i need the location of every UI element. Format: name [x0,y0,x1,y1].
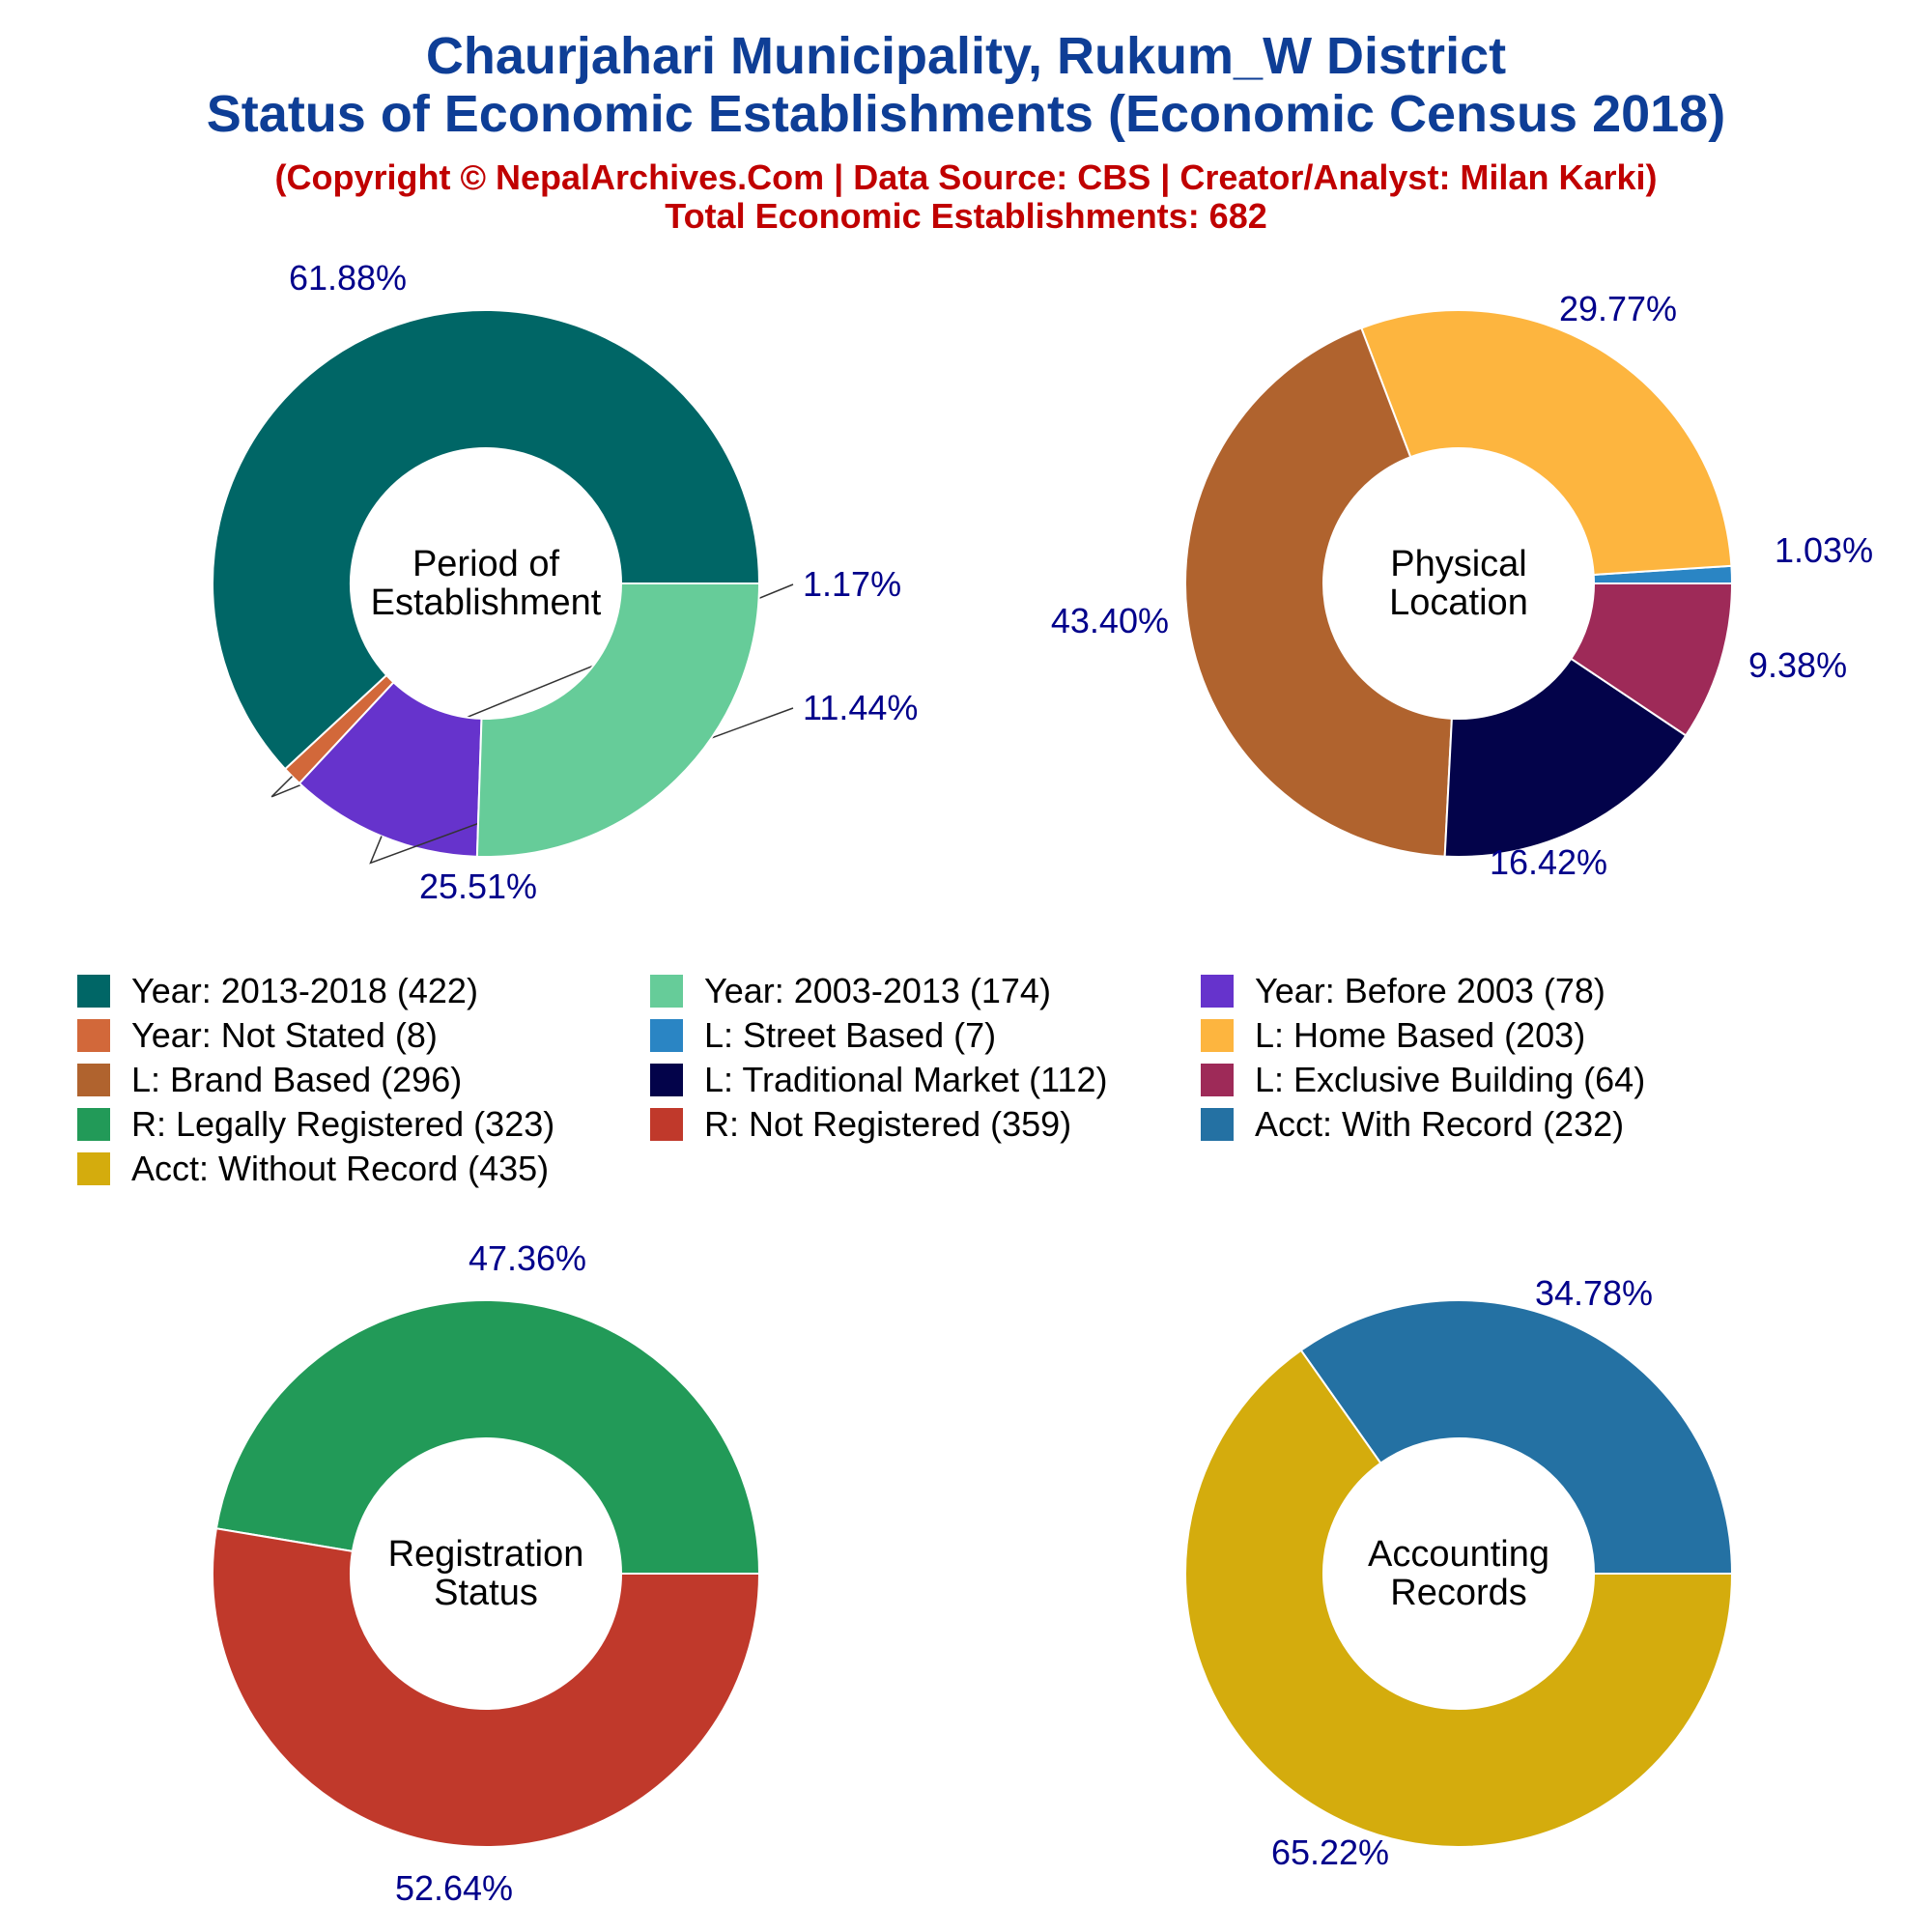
legend-swatch [1201,975,1234,1008]
legend-swatch [1201,1108,1234,1141]
slice-year-2003-2013 [475,582,761,858]
center-label: Location [1389,582,1528,623]
legend-swatch [1201,1064,1234,1096]
slice-acct-without-record [1184,1349,1734,1848]
slice-l-brand-based [1184,327,1453,858]
percent-label: 43.40% [1051,601,1169,640]
slice-l-traditional-market [1443,657,1688,858]
slice-l-home-based [1359,309,1733,577]
percent-label: 52.64% [395,1868,513,1908]
legend-label: L: Exclusive Building (64) [1255,1060,1646,1099]
center-label: Physical [1390,544,1527,584]
legend-swatch [650,1108,683,1141]
legend-item: Year: Not Stated (8) [77,1014,438,1057]
chart-title-line1: Chaurjahari Municipality, Rukum_W Distri… [425,27,1507,85]
legend-label: R: Not Registered (359) [704,1104,1072,1144]
legend-item: R: Legally Registered (323) [77,1103,554,1146]
legend-swatch [77,975,110,1008]
legend-label: Acct: Without Record (435) [131,1149,550,1188]
legend-item: Year: 2003-2013 (174) [650,970,1051,1012]
donut-chart-physical-location: 1.03% 29.77% 43.40% 16.42% 9.38% PhysicalLoca… [1051,289,1873,882]
center-label: Accounting [1368,1534,1549,1575]
legend-swatch [77,1019,110,1052]
legend-label: R: Legally Registered (323) [131,1104,555,1144]
chart-subtitle-copyright: (Copyright © NepalArchives.Com | Data So… [274,157,1658,197]
legend-label: L: Home Based (203) [1255,1015,1586,1055]
legend-item: Year: Before 2003 (78) [1201,970,1605,1012]
percent-label: 47.36% [469,1238,586,1278]
legend-item: L: Street Based (7) [650,1014,996,1057]
percent-label: 11.44% [803,688,918,727]
legend-swatch [77,1152,110,1185]
legend-label: L: Street Based (7) [704,1015,997,1055]
legend-label: Year: Not Stated (8) [131,1015,438,1055]
percent-label: 34.78% [1535,1273,1653,1313]
legend-item: Year: 2013-2018 (422) [77,970,478,1012]
legend-label: Acct: With Record (232) [1255,1104,1625,1144]
percent-label: 16.42% [1490,842,1607,882]
center-label: Status [434,1573,538,1613]
percent-label: 61.88% [289,258,407,298]
center-label: Records [1390,1573,1527,1613]
chart-subtitle-total: Total Economic Establishments: 682 [665,196,1267,236]
legend-label: Year: Before 2003 (78) [1255,971,1605,1010]
legend-label: Year: 2013-2018 (422) [131,971,478,1010]
legend-swatch [650,975,683,1008]
percent-label: 1.17% [803,564,901,604]
percent-label: 1.03% [1775,530,1873,570]
legend-label: Year: 2003-2013 (174) [704,971,1051,1010]
legend-swatch [77,1108,110,1141]
legend-item: Acct: Without Record (435) [77,1148,549,1190]
slice-r-legally-registered [214,1299,761,1575]
legend-label: L: Traditional Market (112) [704,1060,1108,1099]
legend-item: L: Traditional Market (112) [650,1059,1108,1101]
slice-l-exclusive-building [1569,582,1734,737]
percent-label: 9.38% [1748,645,1847,685]
legend-label: L: Brand Based (296) [131,1060,463,1099]
legend-item: Acct: With Record (232) [1201,1103,1624,1146]
slice-acct-with-record [1299,1299,1734,1575]
center-label: Period of [412,544,560,584]
legend-item: R: Not Registered (359) [650,1103,1071,1146]
slice-r-not-registered [212,1527,761,1848]
legend-swatch [650,1019,683,1052]
center-label: Establishment [371,582,602,623]
legend-swatch [1201,1019,1234,1052]
percent-label: 25.51% [419,867,537,906]
chart-title-line2: Status of Economic Establishments (Econo… [206,85,1726,143]
legend-swatch [77,1064,110,1096]
slice-year-2013-2018 [212,309,761,771]
percent-label: 65.22% [1271,1833,1389,1872]
legend-item: L: Brand Based (296) [77,1059,462,1101]
legend-item: L: Exclusive Building (64) [1201,1059,1645,1101]
legend-swatch [650,1064,683,1096]
legend-item: L: Home Based (203) [1201,1014,1585,1057]
percent-label: 29.77% [1559,289,1677,328]
center-label: Registration [388,1534,584,1575]
donut-chart-period-of-establishment: 61.88% 1.17% 11.44% 25.51% Period ofEstablis… [212,258,918,906]
